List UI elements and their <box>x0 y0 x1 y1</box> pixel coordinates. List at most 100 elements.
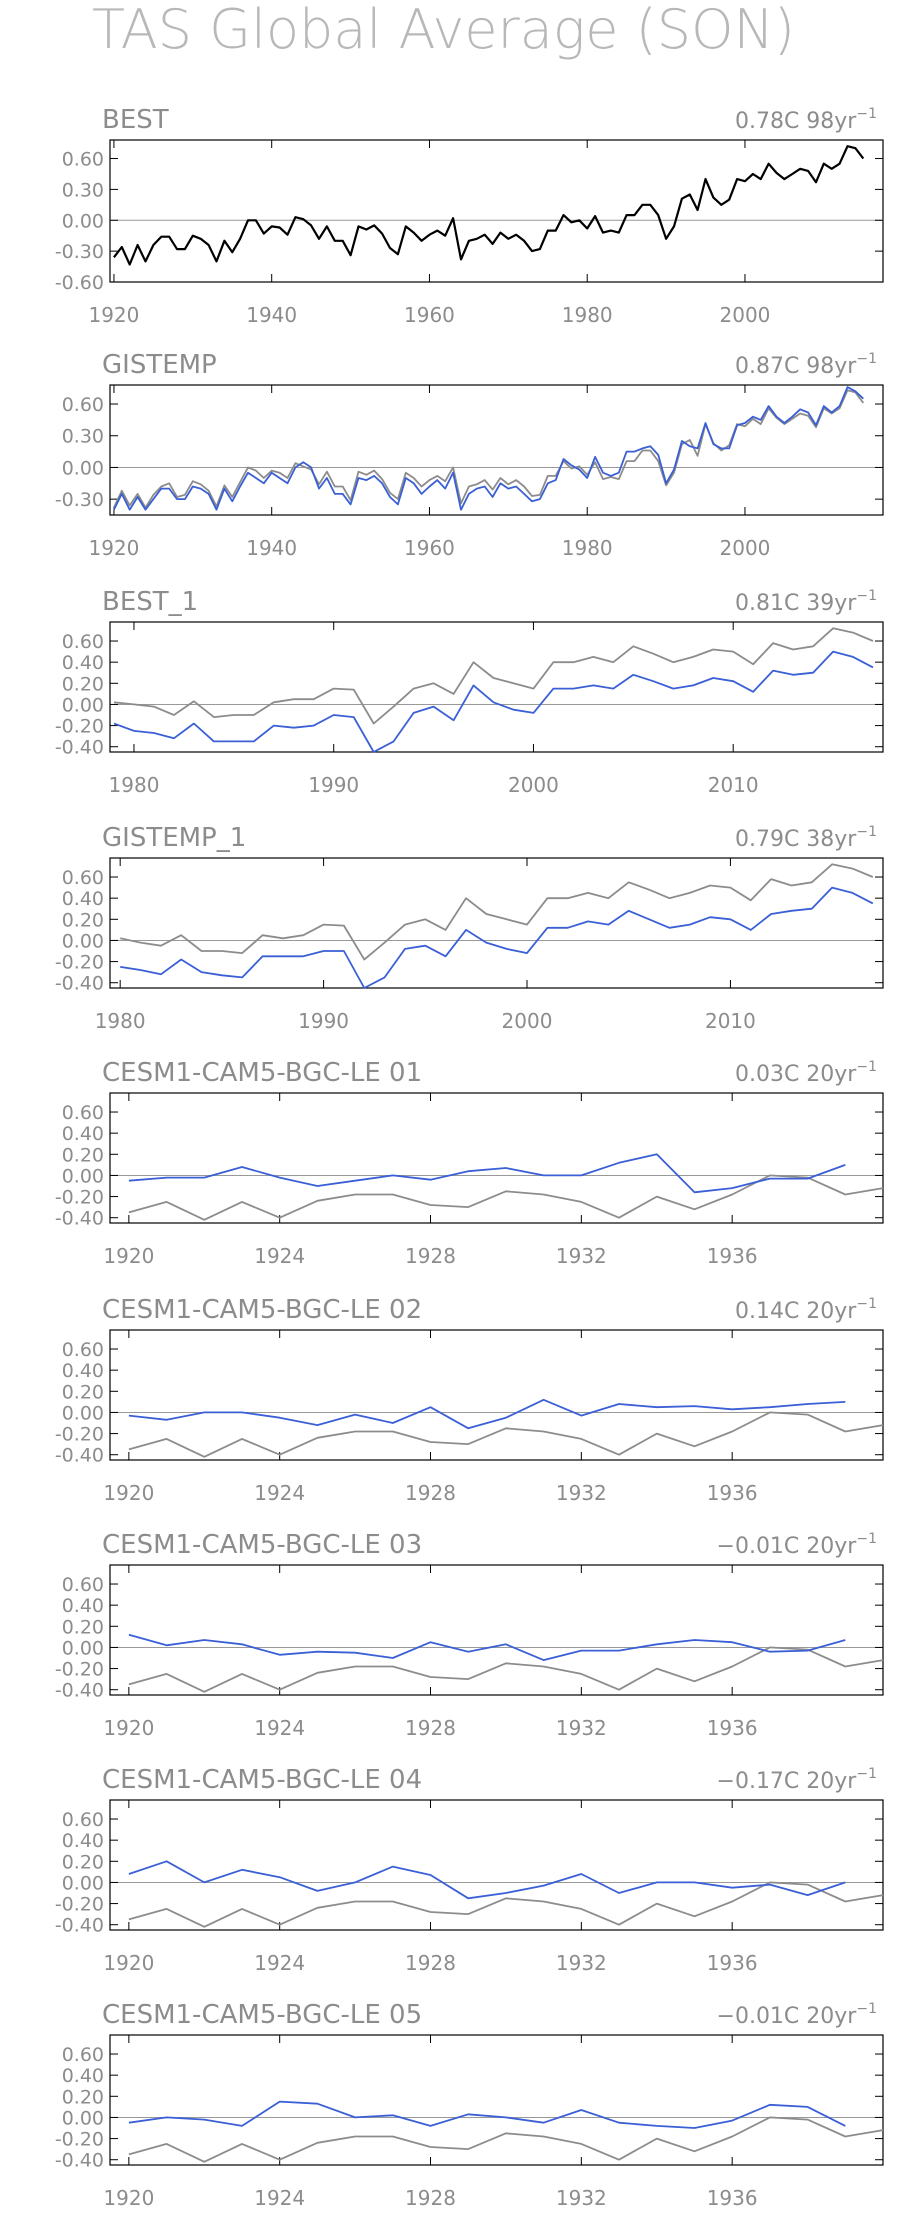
y-tick-label: -0.40 <box>55 1208 104 1230</box>
x-tick-label: 1928 <box>405 2186 456 2210</box>
y-tick-label: 0.60 <box>62 867 104 889</box>
panel-stat-exponent: −1 <box>856 1059 877 1075</box>
x-tick-label: 1936 <box>707 1716 758 1740</box>
x-tick-label: 1940 <box>246 536 297 560</box>
panel-stat-exponent: −1 <box>856 1296 877 1312</box>
panel-title: CESM1-CAM5-BGC-LE 03 <box>102 1530 422 1560</box>
panel-title: CESM1-CAM5-BGC-LE 04 <box>102 1765 422 1795</box>
panel-stat: 0.03C 20yr−1 <box>735 1059 877 1087</box>
x-tick-label: 1924 <box>254 1951 305 1975</box>
y-tick-label: 0.00 <box>62 457 104 479</box>
x-tick-label: 1924 <box>254 1716 305 1740</box>
x-tick-label: 1928 <box>405 1481 456 1505</box>
x-tick-label: 1940 <box>246 303 297 327</box>
y-tick-label: 0.00 <box>62 694 104 716</box>
x-tick-label: 1936 <box>707 1244 758 1268</box>
plot-frame <box>109 139 884 283</box>
y-tick-label: 0.60 <box>62 1574 104 1596</box>
y-tick-label: 0.40 <box>62 1123 104 1145</box>
x-tick-label: 1932 <box>556 1244 607 1268</box>
y-tick-label: 0.60 <box>62 394 104 416</box>
y-tick-label: 0.30 <box>62 179 104 201</box>
x-tick-label: 1928 <box>405 1244 456 1268</box>
y-tick-label: 0.00 <box>62 210 104 232</box>
x-tick-label: 1932 <box>556 1951 607 1975</box>
y-tick-label: 0.20 <box>62 1616 104 1638</box>
y-tick-label: 0.60 <box>62 1339 104 1361</box>
series-reference-line <box>128 1881 884 1928</box>
panel-stat: −0.01C 20yr−1 <box>717 2001 877 2029</box>
y-tick-label: 0.40 <box>62 1595 104 1617</box>
y-tick-label: 0.20 <box>62 2086 104 2108</box>
panel-stat-value: 0.79C 38yr <box>735 827 857 852</box>
panel-stat-exponent: −1 <box>856 1531 877 1547</box>
panel-title: BEST <box>102 105 169 135</box>
panel-stat-exponent: −1 <box>856 106 877 122</box>
panel-stat-exponent: −1 <box>856 2001 877 2017</box>
series-model-line <box>128 1633 846 1661</box>
series-reference-line <box>128 1411 884 1458</box>
x-tick-label: 1924 <box>254 2186 305 2210</box>
y-tick-label: -0.40 <box>55 737 104 759</box>
y-tick-label: -0.30 <box>55 241 104 263</box>
plot-frame <box>109 1799 884 1931</box>
series-model-line <box>120 886 874 989</box>
x-tick-label: 1932 <box>556 1481 607 1505</box>
plot-frame <box>109 1092 884 1224</box>
y-tick-label: -0.40 <box>55 973 104 995</box>
plot-frame <box>109 621 884 753</box>
panel-stat-value: 0.81C 39yr <box>735 591 857 616</box>
x-tick-label: 1920 <box>103 1716 154 1740</box>
y-tick-label: 0.60 <box>62 149 104 171</box>
panel-stat: −0.17C 20yr−1 <box>717 1766 877 1794</box>
y-tick-label: 0.00 <box>62 1165 104 1187</box>
x-tick-label: 1980 <box>95 1009 146 1033</box>
plot-frame <box>109 857 884 989</box>
panel-stat-value: −0.01C 20yr <box>717 1534 858 1559</box>
panel-stat-value: 0.78C 98yr <box>735 109 857 134</box>
y-tick-label: 0.20 <box>62 673 104 695</box>
panel-title: CESM1-CAM5-BGC-LE 01 <box>102 1058 422 1088</box>
series-model-line <box>128 2100 846 2129</box>
x-tick-label: 1928 <box>405 1716 456 1740</box>
plot-frame <box>109 1329 884 1461</box>
panel-stat-exponent: −1 <box>856 1766 877 1782</box>
series-observed-line <box>113 145 865 266</box>
x-tick-label: 1920 <box>103 1244 154 1268</box>
plot-frame <box>109 1564 884 1696</box>
x-tick-label: 1924 <box>254 1244 305 1268</box>
x-tick-label: 1936 <box>707 2186 758 2210</box>
y-tick-label: 0.40 <box>62 2065 104 2087</box>
panel-stat: 0.79C 38yr−1 <box>735 824 877 852</box>
x-tick-label: 1990 <box>308 773 359 797</box>
series-reference-line <box>128 2116 884 2163</box>
x-tick-label: 1920 <box>103 2186 154 2210</box>
x-tick-label: 1920 <box>103 1481 154 1505</box>
page-title: TAS Global Average (SON) <box>92 0 795 61</box>
series-model-line <box>113 650 874 753</box>
y-tick-label: -0.40 <box>55 1915 104 1937</box>
x-tick-label: 1980 <box>562 303 613 327</box>
x-tick-label: 1960 <box>404 303 455 327</box>
panel-title: GISTEMP_1 <box>102 823 246 853</box>
y-tick-label: 0.60 <box>62 1102 104 1124</box>
y-tick-label: 0.40 <box>62 1360 104 1382</box>
series-model-line <box>128 1153 846 1194</box>
x-tick-label: 1936 <box>707 1951 758 1975</box>
y-tick-label: -0.20 <box>55 716 104 738</box>
panel-stat-value: −0.01C 20yr <box>717 2004 858 2029</box>
series-model-line <box>113 386 864 511</box>
panel-stat: 0.81C 39yr−1 <box>735 588 877 616</box>
x-tick-label: 1924 <box>254 1481 305 1505</box>
x-tick-label: 2000 <box>502 1009 553 1033</box>
x-tick-label: 2010 <box>705 1009 756 1033</box>
panel-stat-value: 0.87C 98yr <box>735 354 857 379</box>
y-tick-label: 0.60 <box>62 631 104 653</box>
x-tick-label: 2000 <box>720 303 771 327</box>
panel-title: CESM1-CAM5-BGC-LE 05 <box>102 2000 422 2030</box>
x-tick-label: 1932 <box>556 1716 607 1740</box>
x-tick-label: 1936 <box>707 1481 758 1505</box>
plot-frame <box>109 384 884 516</box>
panel-stat-value: −0.17C 20yr <box>717 1769 858 1794</box>
x-tick-label: 1928 <box>405 1951 456 1975</box>
